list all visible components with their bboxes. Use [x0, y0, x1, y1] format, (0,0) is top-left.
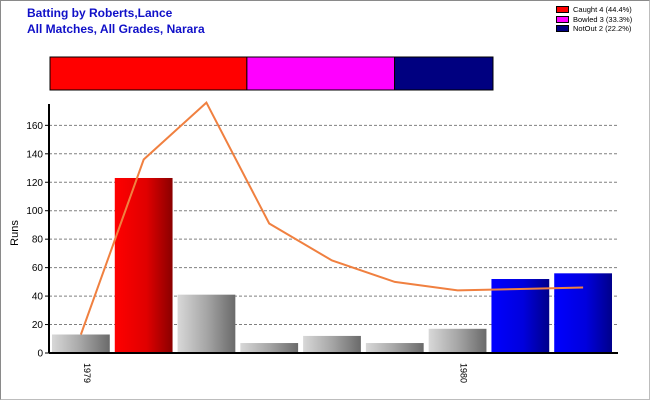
x-tick-label-1980: 1980: [459, 363, 469, 383]
legend-label-bowled: Bowled 3 (33.3%): [573, 14, 633, 24]
stack-segment-notout: [394, 56, 494, 91]
stack-segment-bowled: [246, 56, 396, 91]
legend-swatch-notout: [556, 25, 569, 33]
stack-segment-caught: [49, 56, 248, 91]
bar-innings-2: [114, 177, 173, 353]
y-tick-label-0: 0: [37, 349, 43, 360]
y-tick-label-160: 160: [26, 121, 43, 132]
bar-innings-1: [52, 334, 110, 353]
legend-item-notout: NotOut 2 (22.2%): [556, 24, 632, 34]
legend-swatch-bowled: [556, 15, 569, 23]
y-tick-label-120: 120: [26, 178, 43, 189]
trend-line: [79, 100, 584, 335]
legend-label-notout: NotOut 2 (22.2%): [573, 24, 632, 33]
bar-innings-9: [554, 273, 612, 353]
y-axis-title: Runs: [9, 220, 21, 246]
bar-innings-8: [491, 279, 550, 353]
legend: Caught 4 (44.4%) Bowled 3 (33.3%) NotOut…: [556, 5, 632, 34]
y-tick-label-60: 60: [32, 263, 44, 274]
dismissal-stack-bar: [49, 56, 494, 91]
bars: [52, 177, 612, 353]
legend-item-caught: Caught 4 (44.4%): [556, 5, 632, 15]
title-line-2: All Matches, All Grades, Narara: [27, 22, 205, 36]
legend-label-caught: Caught 4 (44.4%): [573, 5, 632, 14]
trend-line-layer: [79, 100, 584, 335]
chart-title: Batting by Roberts,Lance All Matches, Al…: [27, 5, 205, 37]
bar-innings-6: [365, 343, 424, 353]
y-tick-label-40: 40: [32, 292, 44, 303]
y-tick-label-140: 140: [26, 149, 43, 160]
legend-swatch-caught: [556, 6, 569, 14]
bar-innings-4: [240, 343, 299, 353]
axes: 0 20 40 60 80 100 120 140 160 1979 1980: [26, 104, 618, 383]
x-tick-label-1979: 1979: [82, 363, 92, 383]
y-tick-label-100: 100: [26, 206, 43, 217]
bar-innings-7: [428, 328, 487, 353]
bar-innings-3: [177, 294, 236, 353]
y-tick-label-80: 80: [32, 235, 44, 246]
legend-item-bowled: Bowled 3 (33.3%): [556, 15, 632, 25]
bar-innings-5: [303, 335, 361, 353]
y-tick-label-20: 20: [32, 320, 44, 331]
title-line-1: Batting by Roberts,Lance: [27, 6, 173, 20]
